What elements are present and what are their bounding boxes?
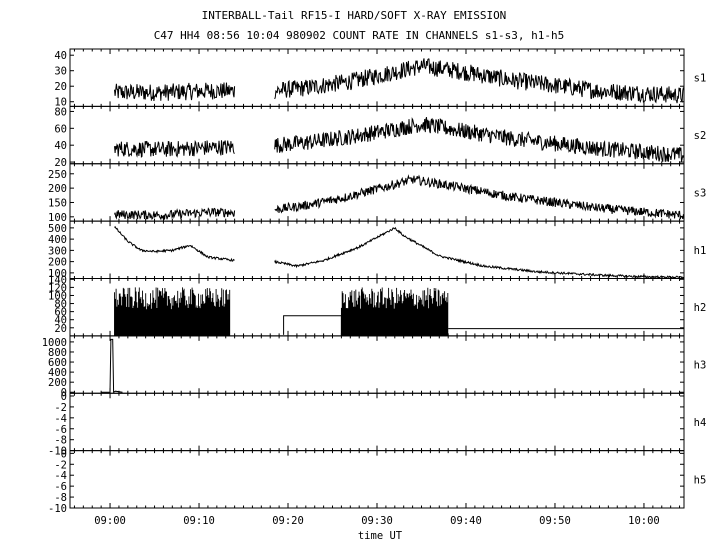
y-tick-label-h4: -6 <box>54 424 67 436</box>
series-h2-2 <box>340 287 449 336</box>
y-tick-label-h5: -10 <box>48 503 67 515</box>
y-tick-label-h5: -8 <box>54 492 67 504</box>
y-tick-label-h4: 0 <box>61 391 67 403</box>
y-tick-label-h3: 600 <box>48 357 67 369</box>
y-tick-label-h2: 140 <box>48 274 67 286</box>
y-tick-label-s2: 40 <box>54 140 67 152</box>
y-tick-label-s2: 60 <box>54 123 67 135</box>
panel-frame-s3 <box>69 163 685 222</box>
panel-s3: 100 150 200 250 s3 <box>48 163 707 224</box>
series-s3-0 <box>114 207 236 221</box>
panel-label-s1: s1 <box>694 73 707 85</box>
y-tick-label-h4: -2 <box>54 402 67 414</box>
y-tick-label-s3: 150 <box>48 197 67 209</box>
y-tick-label-s2: 80 <box>54 106 67 118</box>
panel-label-s2: s2 <box>694 130 707 142</box>
panel-label-s3: s3 <box>694 187 707 199</box>
y-tick-label-h2: 20 <box>54 323 67 335</box>
y-tick-label-h1: 500 <box>48 223 67 235</box>
x-axis: 09:00 09:10 09:20 09:30 09:40 09:50 10:00 <box>94 515 660 527</box>
panel-label-h1: h1 <box>694 245 707 257</box>
y-tick-label-h3: 400 <box>48 367 67 379</box>
y-tick-label-s3: 250 <box>48 169 67 181</box>
y-tick-label-h2: 40 <box>54 315 67 327</box>
y-tick-label-h1: 100 <box>48 268 67 280</box>
y-tick-label-h2: 60 <box>54 307 67 319</box>
panel-frame-s2 <box>69 105 685 165</box>
y-tick-label-h5: -6 <box>54 481 67 493</box>
y-tick-label-s3: 100 <box>48 212 67 224</box>
series-s2-0 <box>114 139 235 158</box>
x-tick-label: 09:50 <box>539 515 571 527</box>
y-tick-label-h3: 200 <box>48 377 67 389</box>
series-s1-1 <box>274 58 685 104</box>
x-tick-label: 09:10 <box>183 515 215 527</box>
panel-label-h2: h2 <box>694 302 707 314</box>
panel-s2: 20 40 60 80 s2 <box>54 105 707 169</box>
y-tick-label-h2: 120 <box>48 282 67 294</box>
y-tick-label-h1: 200 <box>48 257 67 269</box>
panel-stack: 10203040s120406080s2100150200250s3100200… <box>42 48 707 515</box>
y-tick-label-h4: -4 <box>54 413 67 425</box>
series-s1-0 <box>114 82 236 102</box>
series-h2-1 <box>283 315 342 335</box>
x-tick-label: 09:20 <box>272 515 304 527</box>
series-h2-0 <box>114 287 231 336</box>
x-tick-label: 10:00 <box>628 515 660 527</box>
y-tick-label-s1: 10 <box>54 97 67 109</box>
y-tick-label-h2: 80 <box>54 299 67 311</box>
series-h3-0 <box>101 338 123 394</box>
panel-s1: 10 20 30 40 s1 <box>54 48 707 109</box>
y-tick-label-s1: 40 <box>54 50 67 62</box>
y-tick-label-h4: -10 <box>48 446 67 458</box>
panel-label-h5: h5 <box>694 474 707 486</box>
series-h1-0 <box>114 225 235 262</box>
x-tick-label: 09:00 <box>94 515 126 527</box>
series-s2-1 <box>274 116 685 162</box>
y-tick-label-h5: -4 <box>54 470 67 482</box>
y-tick-label-s1: 20 <box>54 81 67 93</box>
y-tick-label-h3: 1000 <box>42 337 67 349</box>
y-tick-label-s3: 200 <box>48 183 67 195</box>
chart-title: INTERBALL-Tail RF15-I HARD/SOFT X-RAY EM… <box>202 9 507 22</box>
x-tick-label: 09:30 <box>361 515 393 527</box>
panel-label-h4: h4 <box>694 417 707 429</box>
chart-subtitle: C47 HH4 08:56 10:04 980902 COUNT RATE IN… <box>154 29 565 42</box>
panel-frame-h4 <box>69 392 685 452</box>
panel-frame-h1 <box>69 220 685 279</box>
series-h1-1 <box>274 226 684 279</box>
y-tick-label-h2: 100 <box>48 290 67 302</box>
y-tick-label-h3: 0 <box>61 387 67 399</box>
y-tick-label-s1: 30 <box>54 66 67 78</box>
x-axis-label: time UT <box>358 530 403 542</box>
y-tick-label-h1: 300 <box>48 245 67 257</box>
y-tick-label-h1: 400 <box>48 234 67 246</box>
panel-frame-h3 <box>69 335 685 394</box>
y-tick-label-h5: -2 <box>54 459 67 471</box>
series-s3-1 <box>274 174 685 220</box>
y-tick-label-h3: 800 <box>48 347 67 359</box>
panel-label-h3: h3 <box>694 360 707 372</box>
y-tick-label-s2: 20 <box>54 157 67 169</box>
y-tick-label-h4: -8 <box>54 435 67 447</box>
y-tick-label-h5: 0 <box>61 448 67 460</box>
x-tick-label: 09:40 <box>450 515 482 527</box>
panel-frame-h5 <box>69 450 685 509</box>
